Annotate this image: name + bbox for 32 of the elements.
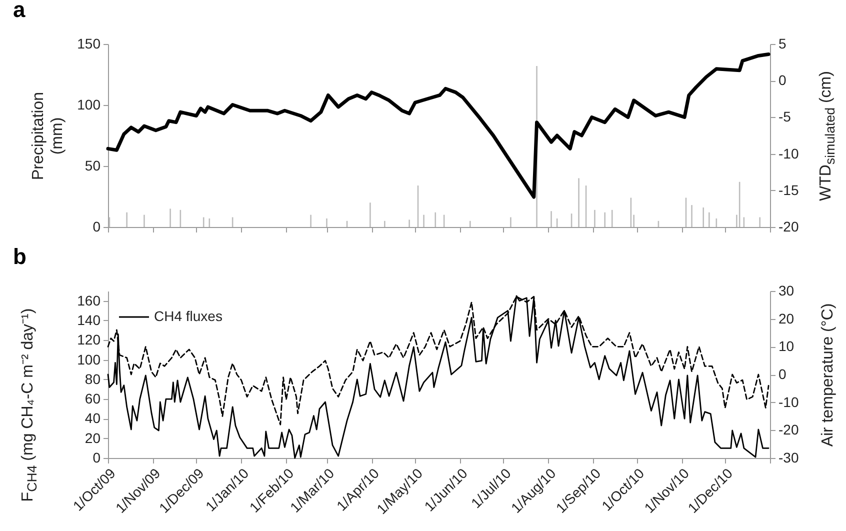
y2-tick-label: -5 bbox=[778, 108, 792, 125]
y-tick-label: 20 bbox=[84, 430, 101, 446]
y2-tick-label: -30 bbox=[778, 450, 799, 466]
y-tick-label: 100 bbox=[77, 96, 101, 112]
y2-tick-label: -15 bbox=[778, 182, 799, 198]
y2-tick-label: -10 bbox=[778, 394, 799, 410]
y-tick-label: 80 bbox=[84, 370, 101, 387]
y-tick-label: 0 bbox=[92, 218, 101, 234]
legend-label: CH4 fluxes bbox=[154, 308, 222, 324]
y-axis-title: Precipitation (mm) bbox=[29, 91, 67, 180]
y-tick-label: 50 bbox=[84, 158, 101, 174]
y-tick-label: 160 bbox=[77, 292, 101, 308]
y-tick-label: 60 bbox=[84, 390, 101, 407]
y2-tick-label: 0 bbox=[778, 366, 786, 382]
y-tick-label: 0 bbox=[92, 450, 101, 466]
y2-tick-label: -10 bbox=[778, 145, 799, 162]
y2-axis-title: Air temperature (°C) bbox=[818, 302, 838, 446]
y2-tick-label: -20 bbox=[778, 422, 799, 438]
y-tick-label: 150 bbox=[77, 36, 101, 52]
y-tick-label: 140 bbox=[77, 312, 101, 328]
y2-tick-label: 10 bbox=[778, 338, 794, 354]
y2-tick-label: 30 bbox=[778, 282, 794, 298]
y2-tick-label: 0 bbox=[778, 72, 786, 88]
line-series bbox=[106, 52, 770, 199]
y-tick-label: 40 bbox=[84, 410, 101, 426]
y-tick-label: 120 bbox=[77, 332, 101, 348]
chart-title: a bbox=[13, 0, 26, 22]
y-tick-label: 100 bbox=[77, 351, 101, 368]
y2-tick-label: 5 bbox=[778, 36, 786, 52]
chart-title: b bbox=[13, 244, 26, 269]
y2-tick-label: -20 bbox=[778, 218, 799, 234]
y2-tick-label: 20 bbox=[778, 310, 794, 326]
